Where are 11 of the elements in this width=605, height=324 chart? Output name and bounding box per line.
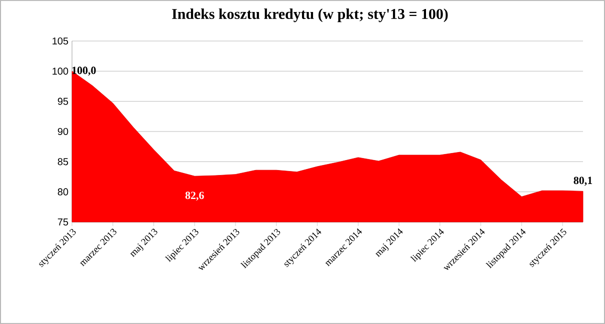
y-tick-label: 75	[58, 218, 68, 226]
y-tick-label: 105	[52, 37, 68, 45]
data-label: 80,1	[574, 176, 592, 186]
y-tick-label: 85	[58, 158, 68, 166]
y-tick-label: 90	[58, 128, 68, 136]
y-tick-label: 95	[58, 98, 68, 105]
data-label: 82,6	[185, 192, 204, 201]
y-tick-label: 80	[58, 188, 68, 196]
data-label: 100,0	[72, 66, 96, 76]
chart-title: Indeks kosztu kredytu (w pkt; sty'13 = 100)	[172, 8, 448, 22]
y-tick-label: 100	[52, 68, 68, 75]
